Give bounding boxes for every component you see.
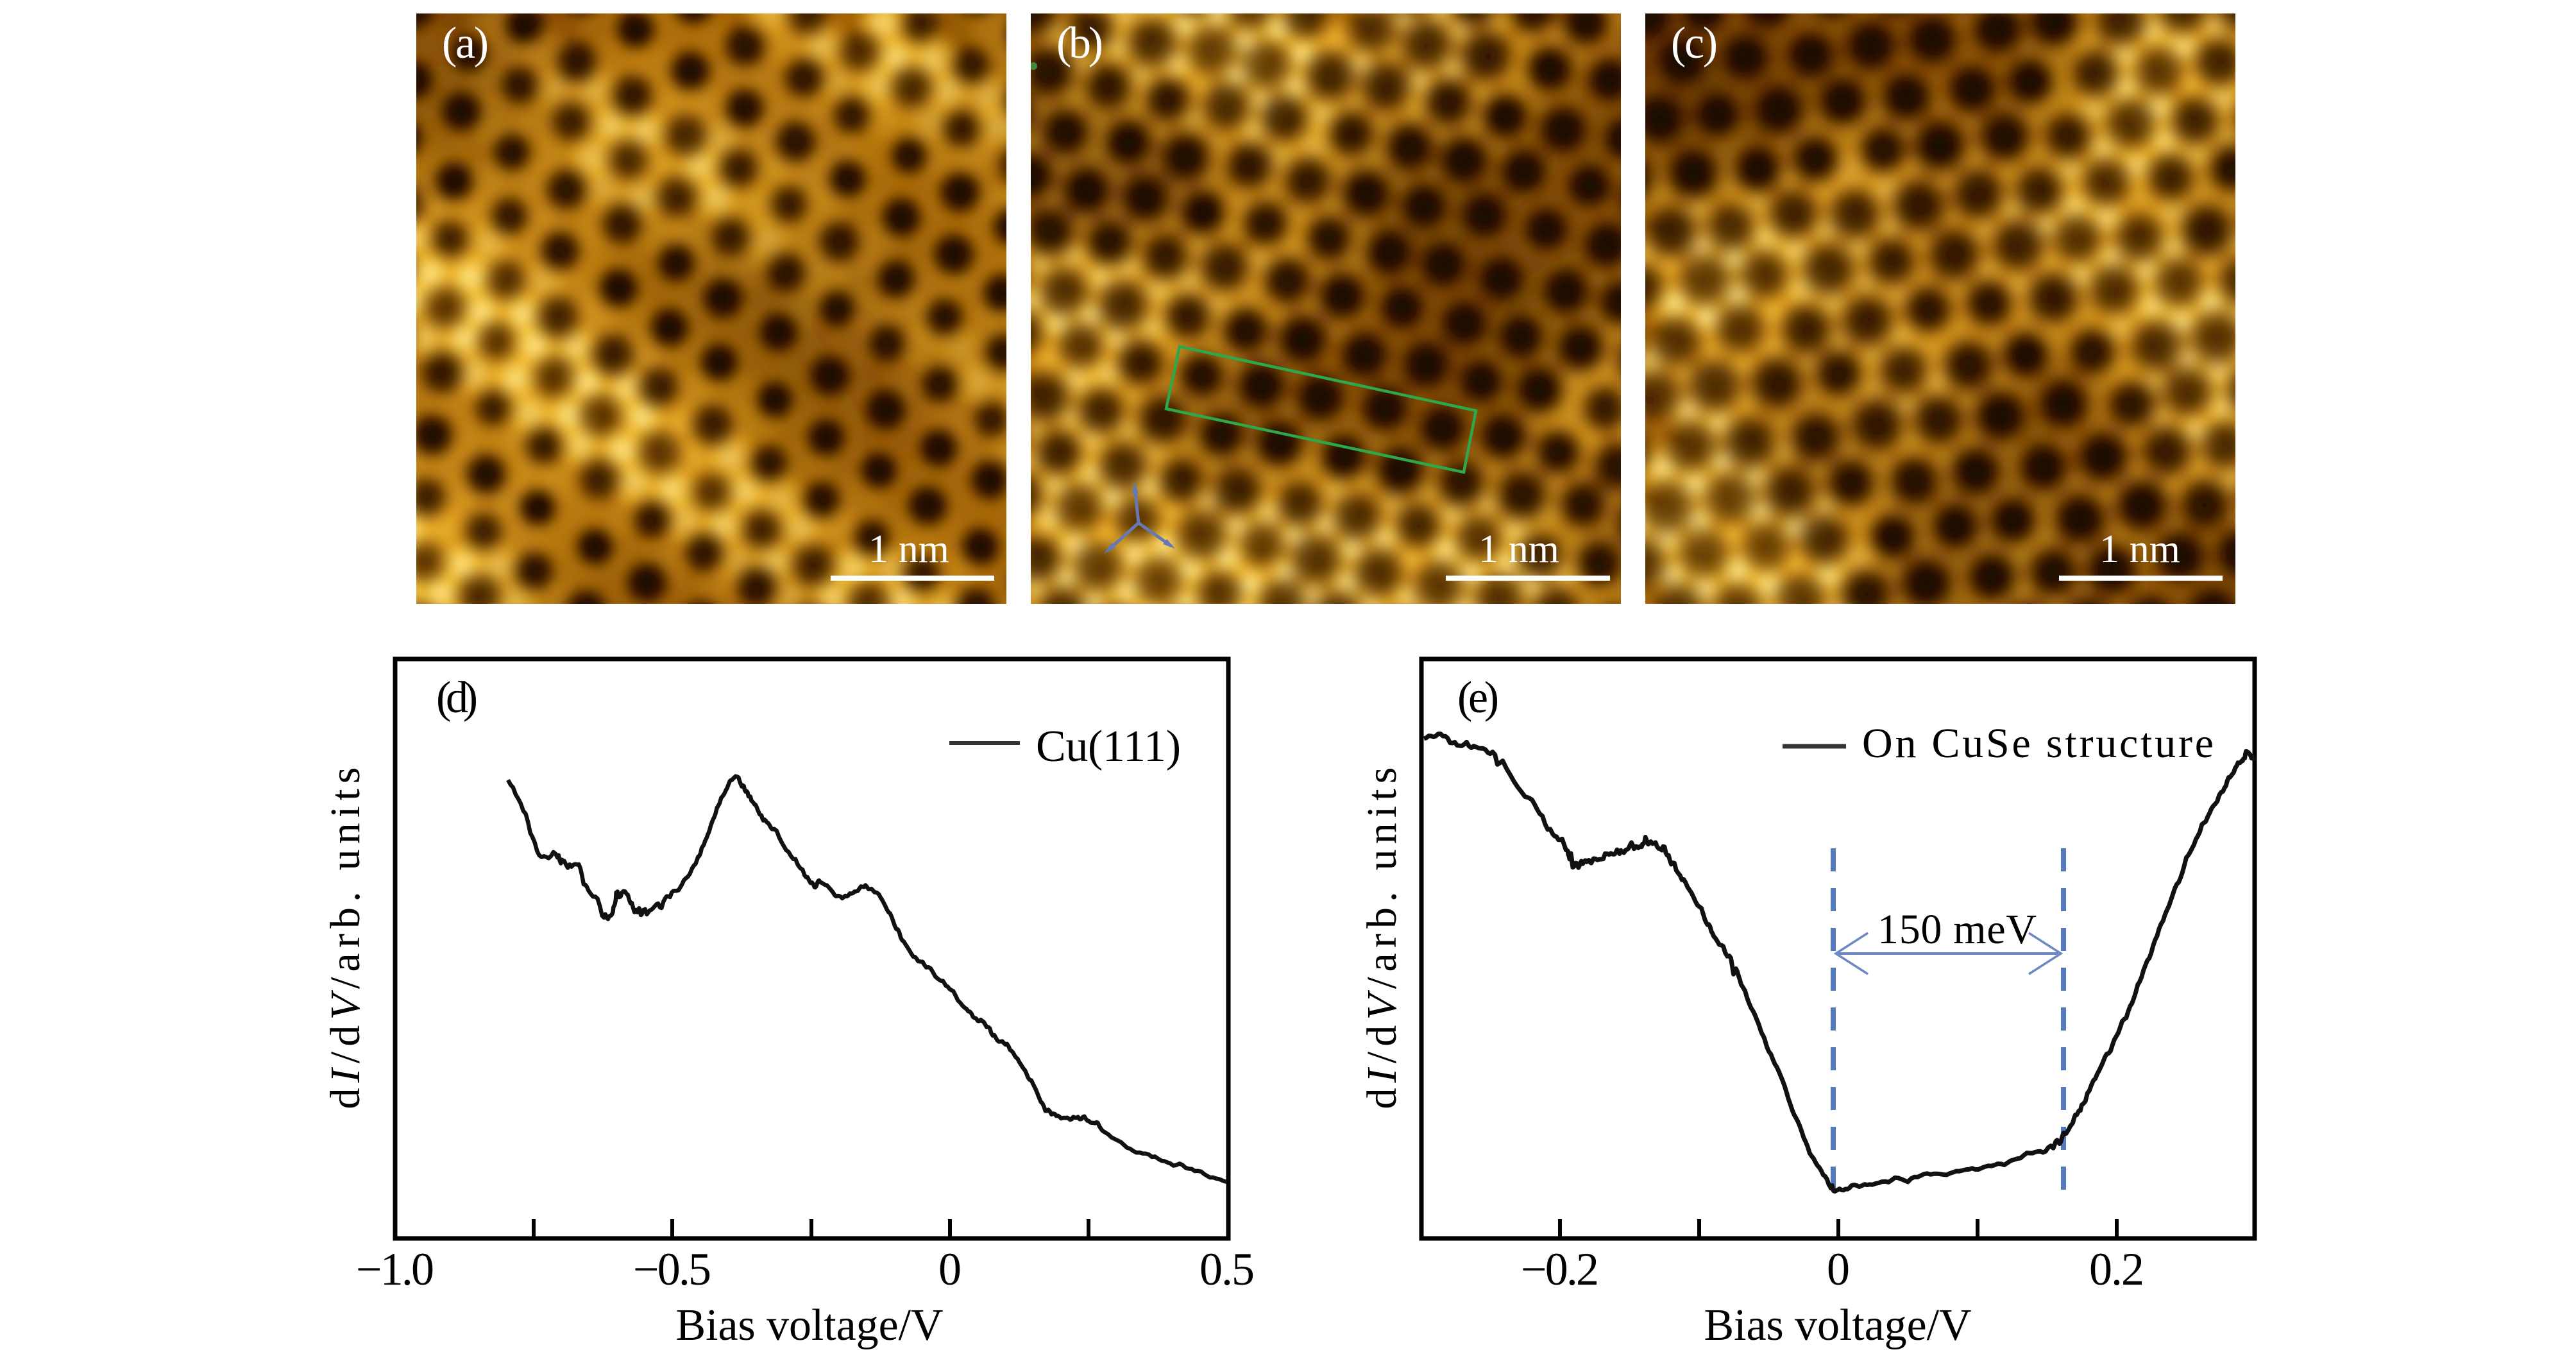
svg-text:(b): (b) [1056, 19, 1103, 68]
svg-text:1 nm: 1 nm [1479, 527, 1559, 571]
svg-text:1 nm: 1 nm [869, 527, 949, 571]
svg-text:0: 0 [1827, 1244, 1850, 1295]
svg-text:150 meV: 150 meV [1877, 906, 2037, 953]
svg-text:dI/dV/arb. units: dI/dV/arb. units [1359, 767, 1405, 1109]
svg-text:0: 0 [938, 1244, 962, 1295]
svg-text:(e): (e) [1457, 673, 1499, 723]
svg-text:−0.2: −0.2 [1521, 1244, 1599, 1295]
svg-text:(d): (d) [436, 673, 478, 723]
svg-text:0.2: 0.2 [2089, 1244, 2144, 1295]
svg-text:1 nm: 1 nm [2099, 527, 2180, 571]
svg-text:(a): (a) [442, 19, 489, 68]
svg-text:−1.0: −1.0 [356, 1244, 434, 1295]
svg-text:On CuSe structure: On CuSe structure [1862, 720, 2214, 767]
svg-text:dI/dV/arb. units: dI/dV/arb. units [322, 767, 369, 1109]
svg-text:Cu(111): Cu(111) [1036, 722, 1181, 771]
svg-text:0.5: 0.5 [1199, 1244, 1255, 1295]
svg-text:Bias voltage/V: Bias voltage/V [1704, 1301, 1972, 1350]
svg-text:−0.5: −0.5 [633, 1244, 711, 1295]
svg-text:Bias voltage/V: Bias voltage/V [676, 1301, 944, 1350]
svg-text:(c): (c) [1671, 19, 1718, 68]
